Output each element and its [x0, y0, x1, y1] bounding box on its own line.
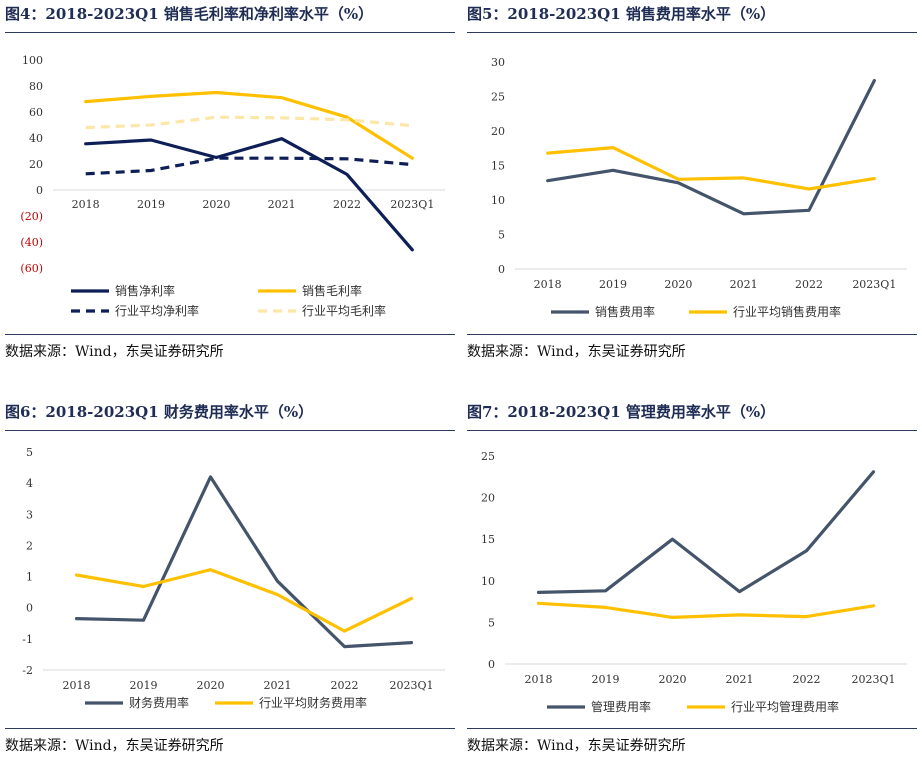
chart-title: 图4：2018-2023Q1 销售毛利率和净利率水平（%） [5, 5, 374, 23]
top-rule [467, 32, 917, 33]
x-tick-label: 2021 [264, 679, 292, 692]
chart-title: 图6：2018-2023Q1 财务费用率水平（%） [5, 403, 314, 421]
bottom-rule [467, 334, 917, 335]
top-rule [5, 32, 455, 33]
series-line [546, 145, 876, 191]
legend-label: 行业平均销售费用率 [733, 304, 841, 319]
y-tick-label: 80 [29, 80, 43, 93]
legend-label: 财务费用率 [129, 695, 189, 710]
chart-title: 图5：2018-2023Q1 销售费用率水平（%） [467, 5, 776, 23]
y-tick-label: 4 [26, 477, 33, 490]
chart-admin-expense: 25 20 15 10 5 0 2018 2019 2020 2021 2022 2023Q1 管理费用… [481, 450, 907, 714]
y-tick-label: 100 [22, 54, 43, 67]
y-tick-label: 1 [26, 571, 33, 584]
bottom-rule [467, 728, 917, 729]
series-line [85, 115, 413, 130]
x-tick-label: 2019 [137, 198, 165, 211]
x-tick-label: 2018 [525, 673, 553, 686]
y-tick-label: 5 [488, 616, 495, 629]
y-tick-label: 10 [491, 194, 505, 207]
chart-financial-expense: 5 4 3 2 1 0 -1 -2 2018 2019 2020 2021 2022 2023Q1 财务费用… [22, 446, 445, 710]
y-tick-label: 0 [498, 263, 505, 276]
chart-panel-financial-expense: 图6：2018-2023Q1 财务费用率水平（%） 5 4 3 2 1 0 -1 -2 2018… [5, 398, 455, 768]
chart-selling-expense: 30 25 20 15 10 5 0 2018 2019 2020 2021 2022 2023Q1 销售… [491, 56, 907, 319]
x-tick-label: 2019 [130, 679, 158, 692]
x-tick-label: 2023Q1 [389, 679, 433, 692]
x-tick-label: 2023Q1 [852, 278, 896, 291]
source-note: 数据来源：Wind，东吴证券研究所 [5, 738, 224, 754]
y-tick-label: 25 [491, 91, 505, 104]
x-tick-label: 2018 [534, 278, 562, 291]
legend-label: 管理费用率 [591, 699, 651, 714]
y-tick-label: 2 [26, 539, 33, 552]
top-rule [467, 430, 917, 431]
bottom-rule [5, 728, 455, 729]
series-line [536, 470, 876, 594]
chart-net-gross-margin: 100 80 60 40 20 0 (20) (40) (60) 2018 2019 2020 2021… [20, 54, 445, 318]
x-tick-label: 2021 [730, 278, 758, 291]
x-tick-label: 2020 [202, 198, 230, 211]
y-tick-label: 25 [481, 450, 495, 463]
bottom-rule [5, 334, 455, 335]
x-tick-label: 2018 [63, 679, 91, 692]
x-tick-label: 2020 [197, 679, 225, 692]
x-tick-label: 2021 [268, 198, 296, 211]
series-line [84, 137, 414, 252]
x-tick-label: 2020 [664, 278, 692, 291]
legend-label: 行业平均毛利率 [302, 303, 386, 318]
y-tick-label: 15 [491, 160, 505, 173]
y-tick-label: 10 [481, 575, 495, 588]
chart-panel-selling-expense: 图5：2018-2023Q1 销售费用率水平（%） 30 25 20 15 10 5 0 20… [467, 0, 917, 384]
x-tick-label: 2021 [726, 673, 754, 686]
y-tick-label: 20 [481, 492, 495, 505]
y-tick-label: (20) [20, 210, 43, 223]
y-tick-label: -1 [22, 633, 33, 646]
legend-label: 行业平均净利率 [115, 303, 199, 318]
x-tick-label: 2019 [592, 673, 620, 686]
legend-label: 行业平均财务费用率 [259, 695, 367, 710]
source-note: 数据来源：Wind，东吴证券研究所 [467, 344, 686, 360]
x-tick-label: 2022 [333, 198, 361, 211]
series-line [84, 90, 414, 160]
y-tick-label: 40 [29, 132, 43, 145]
y-tick-label: 0 [36, 184, 43, 197]
x-tick-label: 2022 [795, 278, 823, 291]
y-tick-label: -2 [22, 664, 33, 677]
y-tick-label: 0 [488, 658, 495, 671]
source-note: 数据来源：Wind，东吴证券研究所 [467, 738, 686, 754]
chart-title: 图7：2018-2023Q1 管理费用率水平（%） [467, 403, 776, 421]
legend-label: 行业平均管理费用率 [731, 699, 839, 714]
x-tick-label: 2018 [72, 198, 100, 211]
y-tick-label: 30 [491, 56, 505, 69]
y-tick-label: 5 [498, 229, 505, 242]
chart-panel-net-gross-margin: 图4：2018-2023Q1 销售毛利率和净利率水平（%） 100 80 60 40 2… [5, 0, 455, 384]
y-tick-label: 20 [491, 125, 505, 138]
y-tick-label: 0 [26, 602, 33, 615]
series-line [536, 601, 876, 619]
y-tick-label: 20 [29, 158, 43, 171]
y-tick-label: (60) [20, 262, 43, 275]
y-tick-label: 15 [481, 533, 495, 546]
source-note: 数据来源：Wind，东吴证券研究所 [5, 344, 224, 360]
series-line [74, 475, 414, 649]
x-tick-label: 2022 [331, 679, 359, 692]
x-tick-label: 2019 [599, 278, 627, 291]
legend-label: 销售费用率 [595, 304, 655, 319]
legend-label: 销售净利率 [115, 283, 175, 298]
x-tick-label: 2023Q1 [390, 198, 434, 211]
y-tick-label: (40) [20, 236, 43, 249]
y-tick-label: 60 [29, 106, 43, 119]
x-tick-label: 2023Q1 [851, 673, 895, 686]
legend-label: 销售毛利率 [302, 283, 362, 298]
y-tick-label: 5 [26, 446, 33, 459]
chart-panel-admin-expense: 图7：2018-2023Q1 管理费用率水平（%） 25 20 15 10 5 0 2018… [467, 398, 917, 768]
series-line [74, 568, 414, 633]
x-tick-label: 2022 [793, 673, 821, 686]
series-line [85, 156, 413, 176]
y-tick-label: 3 [26, 508, 33, 521]
top-rule [5, 430, 455, 431]
series-line [546, 78, 876, 216]
x-tick-label: 2020 [659, 673, 687, 686]
